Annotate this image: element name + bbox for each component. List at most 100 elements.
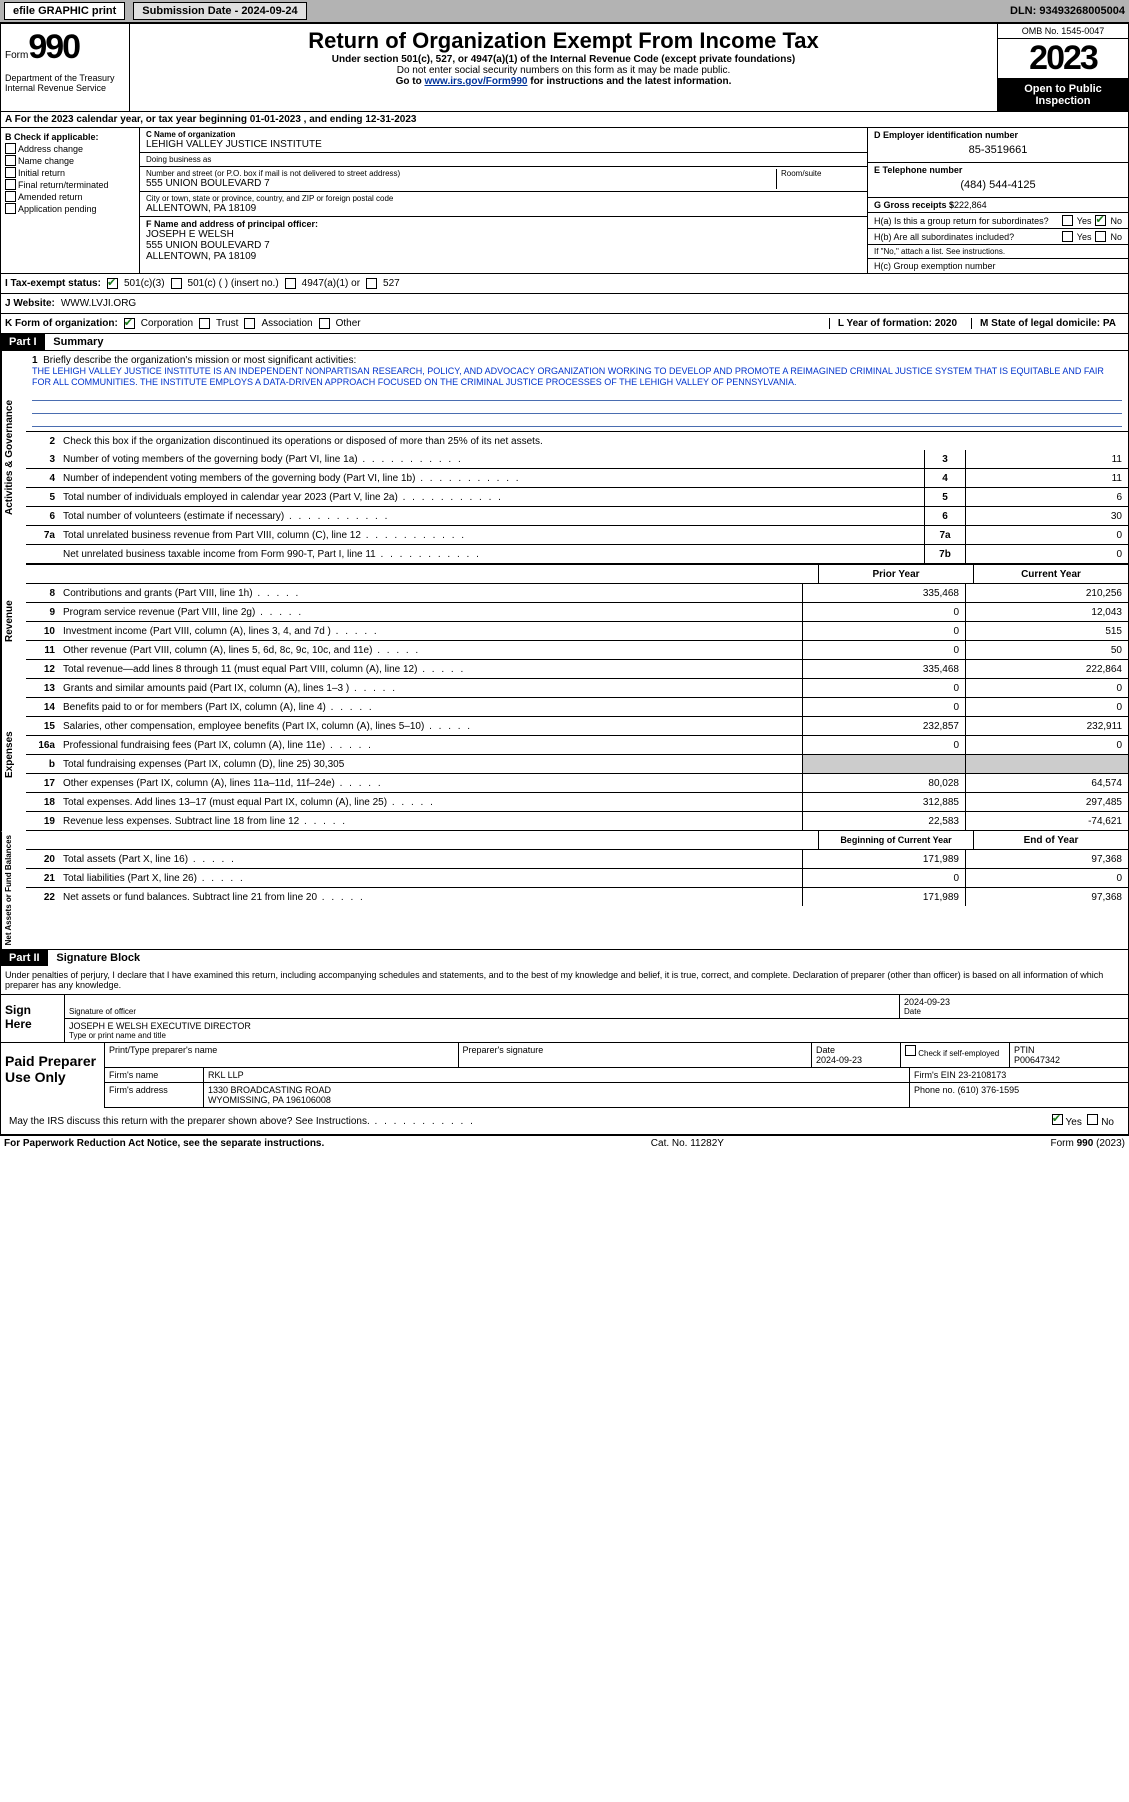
net-prior-21: 0 (802, 869, 965, 887)
street-address: 555 UNION BOULEVARD 7 (146, 178, 776, 189)
header-end-year: End of Year (973, 831, 1128, 849)
main-title: Return of Organization Exempt From Incom… (138, 28, 989, 54)
chk-hb-yes[interactable] (1062, 231, 1073, 242)
chk-name-change[interactable] (5, 155, 16, 166)
rev-prior-11: 0 (802, 641, 965, 659)
exp-prior-17: 80,028 (802, 774, 965, 792)
exp-cur-16a: 0 (965, 736, 1128, 754)
cat-number: Cat. No. 11282Y (651, 1138, 724, 1149)
net-prior-22: 171,989 (802, 888, 965, 906)
rev-prior-12: 335,468 (802, 660, 965, 678)
perjury-text: Under penalties of perjury, I declare th… (1, 966, 1128, 995)
website-value: WWW.LVJI.ORG (61, 298, 136, 309)
chk-ha-yes[interactable] (1062, 215, 1073, 226)
exp-cur-18: 297,485 (965, 793, 1128, 811)
net-cur-22: 97,368 (965, 888, 1128, 906)
exp-prior-19: 22,583 (802, 812, 965, 830)
officer-name-title: JOSEPH E WELSH EXECUTIVE DIRECTOR (69, 1021, 1124, 1031)
header-begin-year: Beginning of Current Year (818, 831, 973, 849)
ptin-value: P00647342 (1014, 1055, 1060, 1065)
exp-cur-13: 0 (965, 679, 1128, 697)
paid-preparer-label: Paid Preparer Use Only (1, 1043, 105, 1108)
ein-value: 85-3519661 (874, 140, 1122, 160)
city-state-zip: ALLENTOWN, PA 18109 (146, 203, 861, 214)
section-b: B Check if applicable: Address change Na… (1, 128, 140, 273)
gov-val-3: 11 (965, 450, 1128, 468)
chk-discuss-no[interactable] (1087, 1114, 1098, 1125)
rev-cur-12: 222,864 (965, 660, 1128, 678)
vert-governance: Activities & Governance (1, 351, 26, 564)
vert-net-assets: Net Assets or Fund Balances (1, 831, 26, 949)
inspection-badge: Open to Public Inspection (998, 79, 1128, 111)
exp-prior-14: 0 (802, 698, 965, 716)
efile-button[interactable]: efile GRAPHIC print (4, 2, 125, 20)
chk-trust[interactable] (199, 318, 210, 329)
rev-prior-10: 0 (802, 622, 965, 640)
chk-association[interactable] (244, 318, 255, 329)
part-2-title: Signature Block (50, 950, 146, 966)
section-d: D Employer identification number 85-3519… (867, 128, 1128, 273)
mission-text: THE LEHIGH VALLEY JUSTICE INSTITUTE IS A… (32, 366, 1104, 387)
top-bar: efile GRAPHIC print Submission Date - 20… (0, 0, 1129, 23)
chk-corporation[interactable] (124, 318, 135, 329)
row-a-tax-year: A For the 2023 calendar year, or tax yea… (0, 112, 1129, 128)
section-c: C Name of organization LEHIGH VALLEY JUS… (140, 128, 867, 273)
prep-date: 2024-09-23 (816, 1055, 862, 1065)
submission-date-label: Submission Date - 2024-09-24 (133, 2, 306, 20)
exp-cur-14: 0 (965, 698, 1128, 716)
chk-527[interactable] (366, 278, 377, 289)
sign-here-label: Sign Here (1, 995, 65, 1042)
rev-cur-9: 12,043 (965, 603, 1128, 621)
chk-501c[interactable] (171, 278, 182, 289)
net-cur-21: 0 (965, 869, 1128, 887)
omb-label: OMB No. 1545-0047 (998, 24, 1128, 39)
chk-amended[interactable] (5, 191, 16, 202)
treasury-label: Department of the Treasury Internal Reve… (5, 67, 125, 93)
exp-cur-19: -74,621 (965, 812, 1128, 830)
part-1-title: Summary (47, 334, 109, 350)
exp-cur-17: 64,574 (965, 774, 1128, 792)
rev-prior-8: 335,468 (802, 584, 965, 602)
website-row: J Website: WWW.LVJI.ORG (0, 294, 1129, 314)
chk-discuss-yes[interactable] (1052, 1114, 1063, 1125)
org-name: LEHIGH VALLEY JUSTICE INSTITUTE (146, 139, 861, 150)
chk-4947[interactable] (285, 278, 296, 289)
sig-date: 2024-09-23 (904, 997, 1124, 1007)
part-1-header: Part I (1, 334, 45, 350)
year-formation: L Year of formation: 2020 (829, 318, 965, 329)
chk-application-pending[interactable] (5, 203, 16, 214)
chk-address-change[interactable] (5, 143, 16, 154)
chk-other[interactable] (319, 318, 330, 329)
form-number-box: Form990 Department of the Treasury Inter… (1, 24, 130, 111)
rev-cur-8: 210,256 (965, 584, 1128, 602)
form-footer: Form 990 (2023) (1051, 1138, 1125, 1149)
chk-final-return[interactable] (5, 179, 16, 190)
subtitle-2: Do not enter social security numbers on … (138, 65, 989, 76)
year-box: OMB No. 1545-0047 2023 Open to Public In… (997, 24, 1128, 111)
tax-status-row: I Tax-exempt status: 501(c)(3) 501(c) ( … (0, 274, 1129, 294)
chk-501c3[interactable] (107, 278, 118, 289)
chk-initial-return[interactable] (5, 167, 16, 178)
state-domicile: M State of legal domicile: PA (971, 318, 1124, 329)
rev-cur-10: 515 (965, 622, 1128, 640)
gov-val-7b: 0 (965, 545, 1128, 563)
subtitle-1: Under section 501(c), 527, or 4947(a)(1)… (138, 54, 989, 65)
dln-label: DLN: 93493268005004 (1010, 5, 1125, 17)
chk-hb-no[interactable] (1095, 231, 1106, 242)
subtitle-3: Go to www.irs.gov/Form990 for instructio… (138, 76, 989, 87)
firm-address: 1330 BROADCASTING ROAD (208, 1085, 331, 1095)
title-box: Return of Organization Exempt From Incom… (130, 24, 997, 111)
exp-prior-16a: 0 (802, 736, 965, 754)
firm-phone: (610) 376-1595 (958, 1085, 1020, 1095)
exp-prior-13: 0 (802, 679, 965, 697)
gov-val-6: 30 (965, 507, 1128, 525)
discuss-question: May the IRS discuss this return with the… (5, 1114, 1042, 1129)
vert-expenses: Expenses (1, 679, 26, 831)
gov-val-7a: 0 (965, 526, 1128, 544)
chk-self-employed[interactable] (905, 1045, 916, 1056)
officer-name: JOSEPH E WELSH (146, 229, 861, 240)
irs-link[interactable]: www.irs.gov/Form990 (424, 76, 527, 87)
chk-ha-no[interactable] (1095, 215, 1106, 226)
net-cur-20: 97,368 (965, 850, 1128, 868)
exp-prior-15: 232,857 (802, 717, 965, 735)
